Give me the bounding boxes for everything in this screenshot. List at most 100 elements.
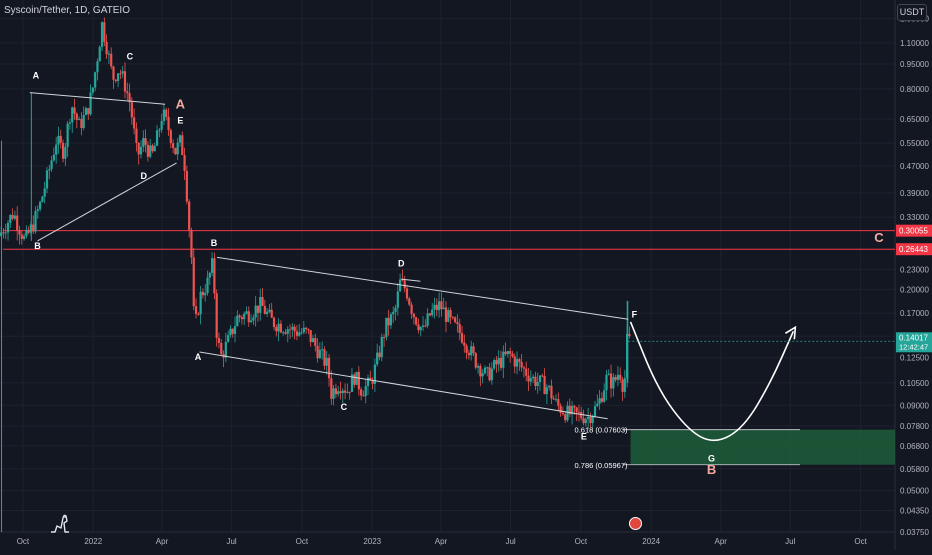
candle-body bbox=[490, 368, 493, 381]
price-tick-label: 0.10500 bbox=[900, 379, 929, 388]
candle-body bbox=[194, 306, 198, 314]
candle-body bbox=[151, 145, 154, 152]
candle-body bbox=[298, 332, 301, 336]
candle-body bbox=[548, 385, 551, 388]
candle-body bbox=[373, 364, 376, 384]
candle-body bbox=[364, 385, 367, 397]
candle-body bbox=[543, 376, 546, 395]
candle-body bbox=[210, 258, 214, 273]
candle-body bbox=[263, 305, 266, 314]
candle-body bbox=[337, 391, 340, 395]
candle-body bbox=[387, 317, 390, 326]
candle-body bbox=[82, 115, 85, 128]
currency-button[interactable]: USDT bbox=[897, 4, 927, 21]
candle-body bbox=[566, 405, 569, 421]
price-tick-label: 0.95000 bbox=[900, 60, 929, 69]
candle-body bbox=[107, 53, 111, 55]
trend-line bbox=[199, 351, 608, 420]
time-tick-label: 2022 bbox=[84, 537, 102, 546]
price-tick-label: 0.20000 bbox=[900, 286, 929, 295]
time-tick-label: Jul bbox=[226, 537, 236, 546]
candle-body bbox=[215, 293, 218, 338]
candle-body bbox=[355, 371, 358, 385]
price-tick-label: 0.12500 bbox=[900, 354, 929, 363]
countdown-label: 12:42:47 bbox=[899, 342, 928, 351]
candle-body bbox=[84, 108, 88, 116]
candle-body bbox=[454, 317, 457, 323]
candle-body bbox=[96, 61, 99, 73]
candle-body bbox=[541, 375, 544, 377]
candle-body bbox=[188, 201, 191, 230]
price-tick-label: 0.05800 bbox=[900, 465, 929, 474]
candle-body bbox=[252, 317, 255, 321]
candle-body bbox=[357, 371, 360, 390]
candle-body bbox=[220, 342, 223, 355]
candle-body bbox=[165, 109, 168, 117]
candle-body bbox=[224, 341, 227, 358]
candle-body bbox=[114, 79, 117, 82]
candle-body bbox=[240, 317, 244, 320]
price-tick-label: 0.03750 bbox=[900, 528, 929, 537]
candle-body bbox=[493, 360, 496, 369]
candle-body bbox=[270, 309, 273, 318]
candle-body bbox=[256, 305, 260, 313]
candles-group bbox=[0, 17, 631, 532]
tradingview-logo-icon bbox=[51, 514, 69, 533]
candle-body bbox=[103, 22, 106, 42]
candle-body bbox=[596, 403, 599, 407]
candle-body bbox=[133, 117, 136, 129]
horizontal-level-label: 0.30055 bbox=[899, 227, 928, 236]
candle-body bbox=[146, 144, 149, 157]
event-marker-icon[interactable] bbox=[629, 517, 642, 530]
candle-body bbox=[591, 415, 594, 424]
candle-body bbox=[557, 399, 560, 406]
last-price-badge bbox=[896, 332, 932, 353]
candle-body bbox=[481, 373, 484, 377]
candle-body bbox=[314, 338, 317, 346]
candle-body bbox=[231, 328, 234, 334]
candle-body bbox=[130, 102, 133, 118]
candle-body bbox=[518, 359, 521, 362]
candle-body bbox=[217, 337, 221, 343]
candle-body bbox=[199, 291, 202, 315]
candle-body bbox=[619, 374, 622, 380]
candle-body bbox=[286, 329, 289, 334]
candle-body bbox=[616, 374, 620, 380]
candle-body bbox=[509, 351, 512, 354]
candle-body bbox=[564, 414, 567, 421]
candle-body bbox=[442, 307, 445, 310]
candle-body bbox=[25, 229, 28, 237]
candle-body bbox=[343, 390, 347, 393]
candle-body bbox=[201, 291, 205, 296]
candle-body bbox=[371, 380, 374, 384]
candle-body bbox=[277, 323, 280, 332]
candle-body bbox=[142, 138, 145, 147]
candle-body bbox=[545, 387, 548, 395]
wave-label: C bbox=[127, 52, 134, 62]
wave-label: D bbox=[140, 171, 147, 181]
time-tick-label: Jul bbox=[785, 537, 795, 546]
candle-body bbox=[236, 315, 239, 327]
candle-body bbox=[447, 310, 450, 322]
candle-body bbox=[607, 373, 610, 375]
candle-body bbox=[476, 366, 480, 368]
wave-label: B bbox=[211, 238, 218, 248]
candle-body bbox=[525, 368, 528, 376]
candle-body bbox=[119, 73, 122, 75]
candle-body bbox=[584, 419, 587, 424]
candle-body bbox=[568, 405, 571, 415]
candle-body bbox=[39, 201, 42, 210]
candle-body bbox=[272, 317, 276, 328]
candle-body bbox=[64, 146, 67, 159]
candle-body bbox=[353, 374, 356, 385]
candle-body bbox=[577, 411, 581, 413]
candle-body bbox=[123, 71, 127, 92]
candle-body bbox=[330, 378, 333, 399]
candle-body bbox=[158, 129, 161, 131]
candle-body bbox=[36, 209, 39, 212]
horizontal-level-badge bbox=[896, 243, 932, 256]
candle-body bbox=[206, 277, 209, 293]
candle-body bbox=[534, 376, 537, 386]
